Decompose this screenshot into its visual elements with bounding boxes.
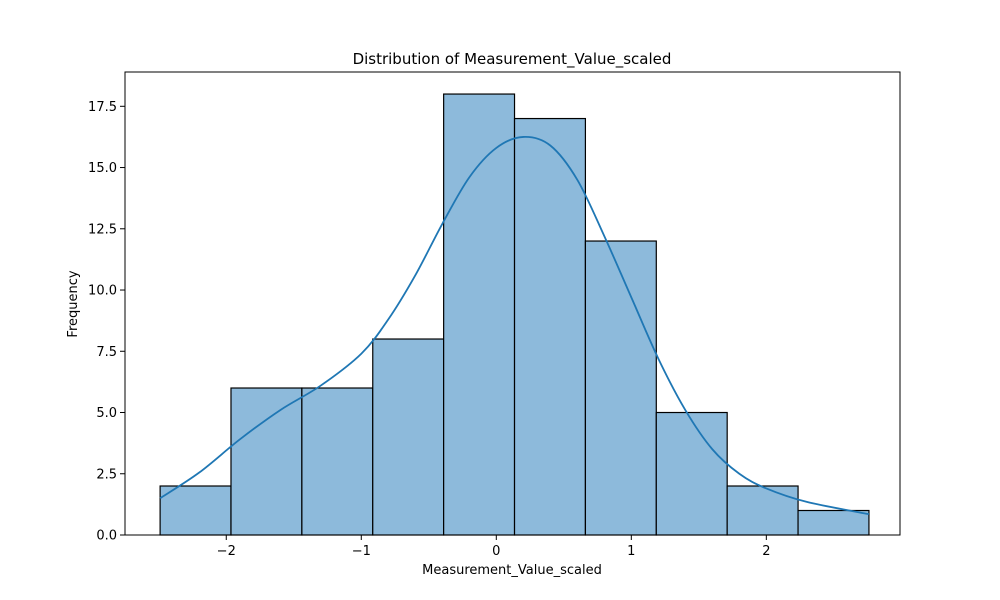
y-tick-label: 12.5 — [88, 222, 117, 237]
histogram-bar — [301, 387, 374, 536]
histogram-bar — [584, 240, 657, 536]
plot-frame — [124, 71, 901, 536]
histogram-bar — [372, 338, 445, 536]
y-tick-label: 17.5 — [88, 100, 117, 115]
histogram-bar — [513, 117, 587, 536]
y-tick-label: 2.5 — [96, 467, 117, 482]
y-tick-label: 10.0 — [88, 284, 117, 299]
histogram-bar — [159, 485, 232, 536]
x-tick-label: −2 — [217, 544, 236, 559]
x-tick-label: 0 — [492, 544, 500, 559]
y-axis-label: Frequency — [66, 270, 81, 337]
y-tick-label: 5.0 — [96, 406, 117, 421]
y-tick-label: 0.0 — [96, 529, 117, 544]
histogram-bar — [726, 485, 799, 536]
y-tick-label: 15.0 — [88, 161, 117, 176]
histogram-bar — [655, 411, 728, 536]
x-tick-label: 2 — [762, 544, 770, 559]
y-tick-label: 7.5 — [96, 345, 117, 360]
chart-title: Distribution of Measurement_Value_scaled — [353, 50, 672, 69]
histogram-bar — [797, 509, 870, 536]
x-axis-label: Measurement_Value_scaled — [422, 563, 602, 578]
y-axis-ticks: 0.0 2.5 5.0 7.5 10.0 12.5 15.0 17.5 — [88, 100, 125, 544]
x-tick-label: 1 — [627, 544, 635, 559]
histogram-bar — [443, 93, 516, 536]
bars-layer — [159, 93, 870, 536]
kde-layer — [159, 135, 870, 516]
x-axis-ticks: −2 −1 0 1 2 — [217, 535, 770, 559]
kde-curve — [159, 135, 870, 516]
x-tick-label: −1 — [352, 544, 371, 559]
histogram-bar — [230, 387, 303, 536]
